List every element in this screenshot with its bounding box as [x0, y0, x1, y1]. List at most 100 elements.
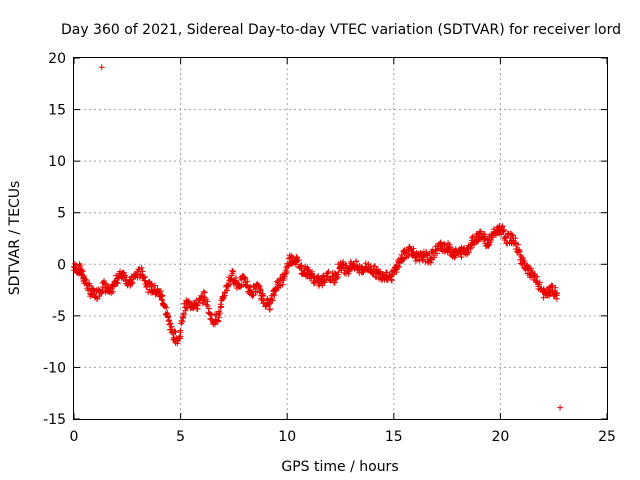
data-point — [553, 295, 560, 302]
data-point — [177, 327, 184, 334]
y-tick-label: -5 — [52, 309, 66, 325]
data-point — [268, 292, 275, 299]
data-point — [185, 298, 192, 305]
data-point — [211, 321, 218, 328]
data-point — [552, 284, 559, 291]
data-point — [272, 287, 279, 294]
data-point — [257, 287, 264, 294]
data-point — [203, 301, 210, 308]
data-point — [288, 252, 295, 259]
data-point — [98, 64, 105, 71]
data-point — [536, 281, 543, 288]
y-tick-label: 20 — [48, 51, 66, 67]
data-point — [246, 284, 253, 291]
data-point — [279, 281, 286, 288]
data-point — [109, 288, 116, 295]
data-point — [83, 277, 90, 284]
data-point — [499, 223, 506, 230]
data-point — [372, 273, 379, 280]
data-point — [117, 268, 124, 275]
data-point — [540, 286, 547, 293]
data-point — [138, 264, 145, 271]
chart-title: Day 360 of 2021, Sidereal Day-to-day VTE… — [61, 22, 621, 38]
data-point — [335, 269, 342, 276]
data-point — [320, 272, 327, 279]
data-point — [114, 280, 121, 287]
data-point — [161, 303, 168, 310]
y-tick-label: -10 — [43, 360, 66, 376]
data-point — [501, 227, 508, 234]
data-point — [259, 292, 266, 299]
data-point — [177, 333, 184, 340]
data-point — [176, 334, 183, 341]
data-point — [267, 306, 274, 313]
data-point — [123, 274, 130, 281]
x-tick-label: 10 — [278, 429, 296, 445]
data-point — [331, 269, 338, 276]
y-tick-label: -15 — [43, 412, 66, 428]
data-point — [246, 287, 253, 294]
data-point — [469, 233, 476, 240]
data-point — [140, 273, 147, 280]
data-point — [241, 274, 248, 281]
data-point — [254, 288, 261, 295]
data-point — [293, 253, 300, 260]
data-point — [419, 257, 426, 264]
data-point — [269, 297, 276, 304]
plot-frame — [73, 57, 608, 420]
data-point — [341, 269, 348, 276]
data-point — [346, 268, 353, 275]
data-point — [152, 282, 159, 289]
data-point — [331, 279, 338, 286]
data-point — [214, 317, 221, 324]
grid — [74, 58, 607, 419]
data-point — [200, 297, 207, 304]
data-point — [508, 231, 515, 238]
data-point — [120, 269, 127, 276]
data-point — [250, 291, 257, 298]
data-point — [206, 305, 213, 312]
data-point — [501, 237, 508, 244]
data-point — [201, 289, 208, 296]
data-point — [292, 261, 299, 268]
data-point — [129, 280, 136, 287]
data-point — [321, 279, 328, 286]
x-tick-label: 15 — [385, 429, 403, 445]
data-point — [512, 235, 519, 242]
data-point — [208, 312, 215, 319]
data-point — [409, 248, 416, 255]
data-point — [383, 269, 390, 276]
data-point — [295, 257, 302, 264]
data-point — [446, 241, 453, 248]
data-points — [70, 64, 564, 411]
data-point — [159, 297, 166, 304]
data-point — [319, 282, 326, 289]
data-point — [147, 280, 154, 287]
data-point — [386, 272, 393, 279]
data-point — [244, 278, 251, 285]
data-point — [171, 328, 178, 335]
x-tick-label: 0 — [70, 429, 79, 445]
data-point — [164, 313, 171, 320]
data-point — [373, 274, 380, 281]
data-point — [78, 267, 85, 274]
data-point — [216, 310, 223, 317]
data-point — [88, 291, 95, 298]
data-point — [182, 304, 189, 311]
data-point — [554, 290, 561, 297]
data-point — [148, 280, 155, 287]
data-point — [194, 305, 201, 312]
data-point — [77, 262, 84, 269]
data-point — [200, 288, 207, 295]
data-point — [79, 268, 86, 275]
data-point — [281, 273, 288, 280]
y-tick-label: 10 — [48, 154, 66, 170]
data-point — [485, 242, 492, 249]
data-point — [217, 301, 224, 308]
data-point — [143, 282, 150, 289]
data-point — [139, 268, 146, 275]
data-point — [163, 304, 170, 311]
data-point — [305, 267, 312, 274]
data-point — [457, 251, 464, 258]
data-point — [271, 292, 278, 299]
